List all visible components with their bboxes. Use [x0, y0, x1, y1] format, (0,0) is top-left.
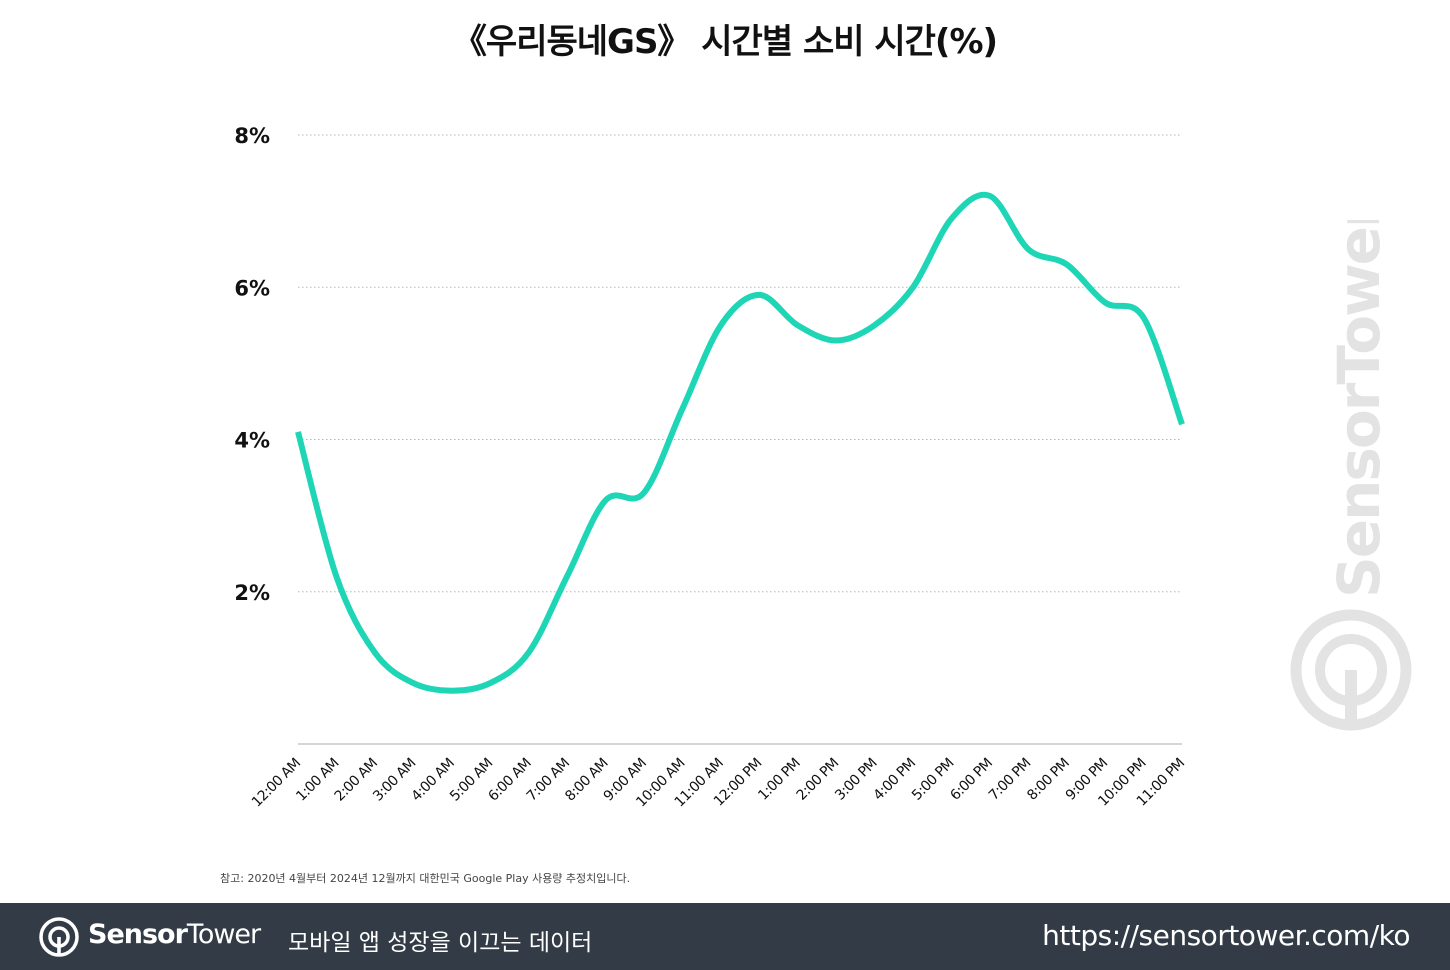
y-tick-label: 4%: [234, 429, 270, 453]
x-tick-label: 5:00 PM: [909, 756, 957, 804]
x-tick-label: 1:00 PM: [755, 756, 803, 804]
data-point: [449, 688, 455, 694]
data-point: [833, 338, 839, 344]
x-tick-label: 6:00 PM: [947, 756, 995, 804]
data-point: [1141, 315, 1147, 321]
footer-brand: SensorTower: [88, 919, 261, 950]
data-point: [333, 574, 339, 580]
footer-tagline: 모바일 앱 성장을 이끄는 데이터: [288, 930, 593, 956]
watermark: SensorTower: [1290, 220, 1412, 731]
x-tick-label: 7:00 PM: [986, 756, 1034, 804]
data-point: [1179, 421, 1185, 427]
data-point: [948, 216, 954, 222]
data-point: [872, 322, 878, 328]
data-point: [1025, 246, 1031, 252]
y-axis-ticks: 2% 4% 6% 8%: [234, 124, 270, 605]
series-line: [295, 191, 1185, 694]
x-axis-ticks: 12:00 AM1:00 AM2:00 AM3:00 AM4:00 AM5:00…: [249, 756, 1188, 811]
data-point: [410, 680, 416, 686]
footer-bar: SensorTower 모바일 앱 성장을 이끄는 데이터 https://se…: [0, 903, 1450, 970]
data-point: [564, 574, 570, 580]
sensortower-logo-icon: [39, 917, 79, 957]
data-point: [295, 429, 301, 435]
footer-brand-bold: Sensor: [88, 919, 188, 950]
watermark-text: SensorTower: [1325, 220, 1393, 598]
y-tick-label: 8%: [234, 124, 270, 148]
x-tick-label: 3:00 PM: [832, 756, 880, 804]
data-point: [372, 650, 378, 656]
data-point: [602, 497, 608, 503]
y-tick-label: 6%: [234, 276, 270, 300]
data-point: [795, 322, 801, 328]
data-point: [487, 680, 493, 686]
gridlines: [298, 134, 1182, 593]
series: [295, 191, 1185, 694]
footnote: 참고: 2020년 4월부터 2024년 12월까지 대한민국 Google P…: [220, 872, 631, 885]
watermark-logo-icon: [1290, 609, 1412, 731]
data-point: [641, 490, 647, 496]
data-point: [679, 406, 685, 412]
x-tick-label: 12:00 AM: [249, 756, 304, 811]
data-point: [987, 193, 993, 199]
x-tick-label: 8:00 PM: [1024, 756, 1072, 804]
x-tick-label: 4:00 PM: [871, 756, 919, 804]
data-point: [526, 650, 532, 656]
chart-title: 《우리동네GS》 시간별 소비 시간(%): [452, 22, 998, 62]
data-point: [756, 292, 762, 298]
data-point: [718, 322, 724, 328]
data-point: [910, 284, 916, 290]
data-point: [1102, 299, 1108, 305]
y-tick-label: 2%: [234, 581, 270, 605]
footer-brand-light: Tower: [186, 919, 261, 950]
data-point: [1064, 261, 1070, 267]
footer-url[interactable]: https://sensortower.com/ko: [1042, 919, 1410, 952]
x-tick-label: 2:00 PM: [794, 756, 842, 804]
